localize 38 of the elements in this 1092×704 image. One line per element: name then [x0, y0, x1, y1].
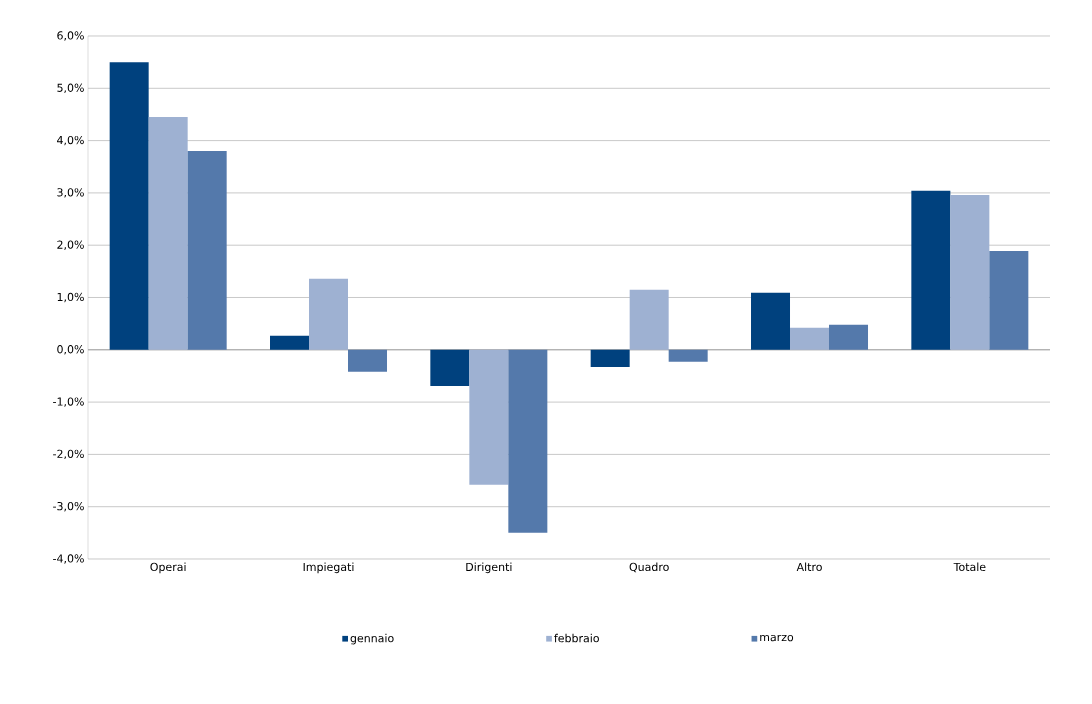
y-tick-label: 5,0%	[57, 83, 84, 94]
bar	[668, 349, 708, 362]
x-tick-label: Operai	[150, 562, 186, 574]
bar	[430, 349, 470, 386]
bar	[590, 349, 630, 368]
bar	[629, 289, 669, 350]
y-tick-label: -4,0%	[53, 554, 84, 564]
bar	[469, 349, 509, 485]
bar	[348, 349, 387, 372]
bar	[790, 327, 830, 350]
bar	[829, 324, 869, 350]
legend-label: marzo	[760, 634, 794, 642]
x-tick-label: Dirigenti	[466, 562, 512, 574]
y-tick-label: 1,0%	[57, 292, 84, 303]
x-tick-label: Altro	[796, 562, 822, 572]
bar	[148, 117, 188, 350]
bar	[950, 194, 990, 350]
x-tick-label: Quadro	[629, 562, 669, 573]
bar	[309, 278, 348, 350]
y-tick-label: 4,0%	[57, 135, 84, 146]
bar	[911, 190, 951, 350]
bar	[751, 292, 791, 350]
x-tick-label: Totale	[953, 562, 986, 572]
y-tick-label: -2,0%	[53, 449, 84, 460]
bar	[270, 335, 309, 350]
legend-label: gennaio	[350, 633, 394, 645]
legend-label: febbraio	[554, 633, 599, 643]
y-tick-label: -1,0%	[53, 397, 84, 407]
bar	[508, 349, 548, 533]
y-tick-label: 2,0%	[57, 240, 84, 250]
x-tick-label: Impiegati	[303, 562, 354, 574]
y-tick-label: 0,0%	[57, 345, 84, 355]
y-tick-label: -3,0%	[53, 501, 84, 512]
bar	[109, 62, 149, 350]
bar	[989, 250, 1029, 350]
y-tick-label: 3,0%	[57, 188, 84, 198]
bar	[187, 151, 227, 350]
y-tick-label: 6,0%	[57, 31, 84, 41]
